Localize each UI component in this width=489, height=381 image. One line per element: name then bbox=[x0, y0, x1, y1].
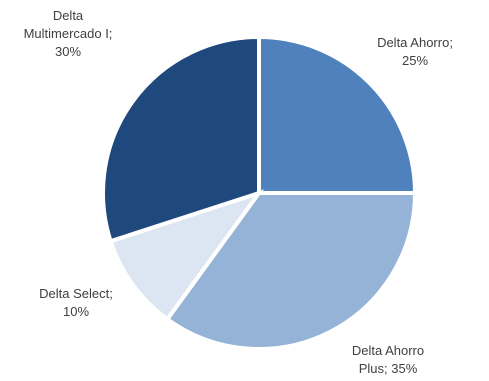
pie-label-line: Multimercado I; bbox=[24, 26, 113, 41]
pie-label-line: 10% bbox=[63, 304, 89, 319]
pie-label-delta-ahorro: Delta Ahorro; 25% bbox=[377, 35, 453, 68]
pie-label-line: 25% bbox=[402, 53, 428, 68]
pie-label-delta-multimercado-i: Delta Multimercado I; 30% bbox=[24, 8, 113, 59]
pie-label-line: Delta bbox=[53, 8, 84, 23]
pie-slice-delta-select bbox=[108, 189, 265, 323]
pie-label-line: 30% bbox=[55, 44, 81, 59]
pie-label-line: Delta Ahorro; bbox=[377, 35, 453, 50]
pie-slice-delta-multimercado-i bbox=[101, 34, 261, 244]
pie-label-line: Delta Select; bbox=[39, 286, 113, 301]
pie-label-line: Plus; 35% bbox=[359, 361, 418, 376]
pie-label-delta-select: Delta Select; 10% bbox=[39, 286, 113, 319]
pie-slice-delta-ahorro bbox=[257, 34, 418, 195]
pie-slice-delta-ahorro-plus bbox=[164, 191, 418, 351]
pie-label-line: Delta Ahorro bbox=[352, 343, 424, 358]
pie-label-delta-ahorro-plus: Delta Ahorro Plus; 35% bbox=[352, 343, 424, 376]
